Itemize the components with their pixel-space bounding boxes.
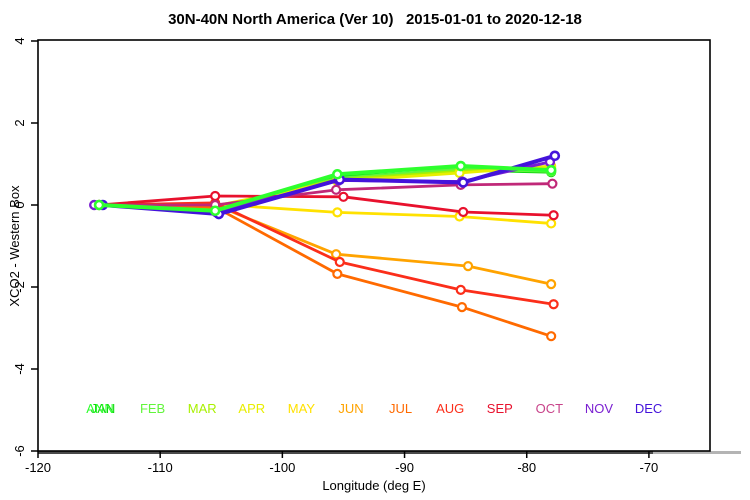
legend-label-jul: JUL: [389, 401, 412, 416]
plot-box: [37, 39, 711, 452]
y-axis-label: XCO2 - Western Box: [7, 185, 22, 307]
x-tick-label: -120: [25, 460, 51, 475]
marker-sep: [458, 206, 469, 218]
marker-ann: [93, 199, 105, 211]
x-axis-label: Longitude (deg E): [322, 478, 426, 493]
series-line-jun: [97, 203, 553, 286]
marker-may: [332, 207, 343, 218]
legend-label-mar: MAR: [188, 401, 217, 416]
marker-jul: [332, 268, 343, 279]
marker-ann: [332, 168, 343, 180]
legend-label-nov: NOV: [585, 401, 614, 416]
marker-jun: [331, 249, 342, 260]
marker-jun: [546, 279, 557, 290]
marker-aug: [334, 256, 345, 268]
marker-jul: [546, 331, 557, 342]
chart-title: 30N-40N North America (Ver 10) 2015-01-0…: [168, 11, 582, 28]
marker-ann: [209, 205, 221, 217]
marker-ann: [545, 164, 557, 176]
legend-label-aug: AUG: [436, 401, 464, 416]
x-tick-label: -80: [517, 460, 536, 475]
marker-oct: [331, 184, 342, 195]
series-line-oct: [97, 182, 554, 207]
y-tick-label: -4: [12, 363, 27, 375]
marker-dec: [457, 177, 469, 188]
marker-dec: [549, 150, 561, 162]
marker-sep: [210, 190, 221, 202]
legend-label-oct: OCT: [536, 401, 564, 416]
marker-aug: [548, 299, 559, 310]
legend-label-sep: SEP: [487, 401, 513, 416]
legend-label-dec: DEC: [635, 401, 662, 416]
x-tick-label: -110: [148, 460, 173, 475]
y-tick-label: 4: [12, 37, 27, 44]
legend-label-apr: APR: [238, 401, 265, 416]
y-tick-label: -6: [12, 445, 27, 457]
y-tick-label: 0: [12, 201, 27, 208]
x-tick-label: -90: [395, 460, 414, 475]
series-line-mar: [97, 166, 553, 209]
legend-label-jan: JAN: [91, 401, 116, 416]
legend-label-jun: JUN: [338, 401, 363, 416]
marker-aug: [455, 284, 466, 295]
y-tick-label: 2: [12, 119, 27, 126]
marker-sep: [548, 210, 559, 221]
legend-label-may: MAY: [288, 401, 316, 416]
marker-sep: [338, 191, 349, 202]
legend-label-ann: ANN: [86, 401, 113, 416]
marker-jul: [456, 301, 468, 313]
x-tick-label: -100: [269, 460, 295, 475]
marker-may: [546, 218, 557, 229]
y-tick-label: -2: [12, 281, 27, 293]
marker-jun: [462, 260, 474, 272]
x-tick-label: -70: [640, 460, 659, 475]
marker-oct: [547, 178, 558, 189]
legend-label-feb: FEB: [140, 401, 165, 416]
marker-ann: [455, 160, 467, 172]
